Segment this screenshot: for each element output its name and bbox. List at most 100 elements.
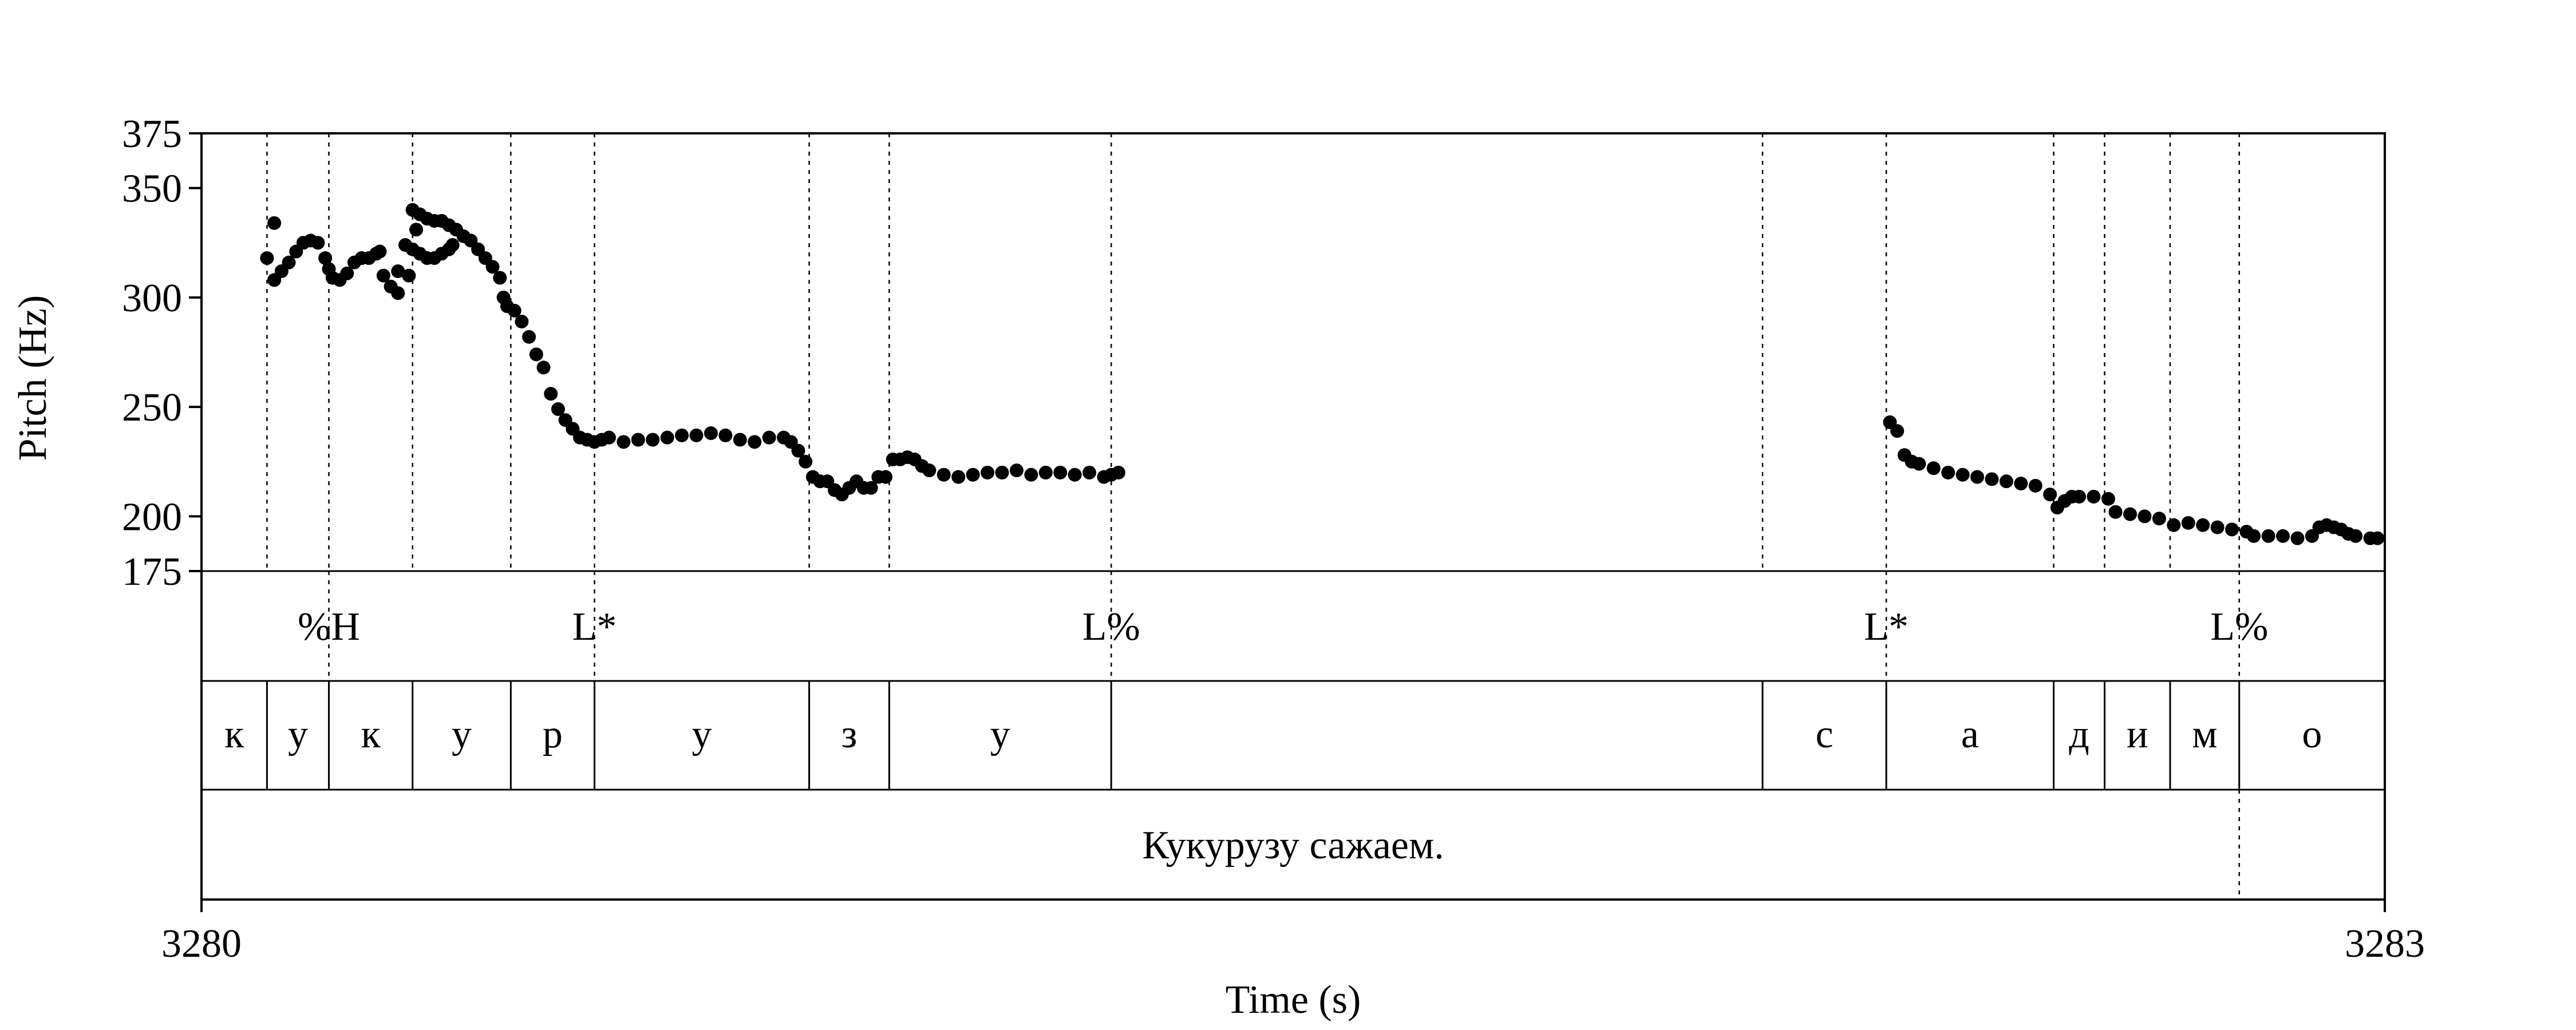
- pitch-point: [2101, 492, 2115, 506]
- pitch-point: [748, 435, 762, 449]
- pitch-point: [1038, 465, 1053, 480]
- pitch-point: [373, 244, 387, 259]
- pitch-point: [1999, 474, 2013, 489]
- pitch-point: [2043, 488, 2057, 502]
- pitch-point: [2276, 529, 2290, 543]
- tone-label: L*: [572, 605, 617, 649]
- pitch-point: [493, 271, 507, 285]
- pitch-point: [507, 303, 521, 318]
- pitch-point: [391, 286, 405, 300]
- pitch-point: [445, 238, 460, 252]
- pitch-point: [2349, 529, 2363, 543]
- pitch-point: [2181, 516, 2195, 530]
- pitch-point: [922, 464, 937, 478]
- pitch-point: [522, 330, 536, 344]
- x-tick-label: 3283: [2345, 922, 2425, 966]
- pitch-point: [2167, 518, 2181, 532]
- pitch-point: [951, 470, 966, 484]
- segment-label: у: [288, 712, 308, 756]
- pitch-point: [551, 402, 565, 416]
- pitch-point: [340, 266, 354, 280]
- pitch-point: [675, 428, 689, 442]
- segment-label: у: [990, 712, 1010, 756]
- y-tick-label: 175: [122, 550, 182, 594]
- pitch-point: [864, 481, 878, 495]
- pitch-point: [1068, 468, 1082, 482]
- segment-label: р: [543, 712, 563, 756]
- pitch-point: [318, 251, 333, 266]
- segment-label: у: [692, 712, 712, 756]
- pitch-point: [1024, 468, 1038, 482]
- pitch-point: [2028, 478, 2042, 493]
- pitch-point: [2210, 520, 2225, 534]
- pitch-point: [791, 443, 805, 458]
- pitch-point: [1985, 472, 1999, 486]
- tone-tier: %H L* L% L* L%: [298, 605, 2268, 649]
- pitch-point: [2261, 529, 2275, 543]
- x-axis: 3280 3283: [161, 900, 2425, 966]
- pitch-point: [718, 428, 733, 442]
- pitch-point: [1926, 461, 1941, 476]
- pitch-point: [536, 360, 551, 375]
- pitch-point: [376, 268, 390, 283]
- y-tick-label: 250: [122, 386, 182, 430]
- pitch-point: [689, 428, 704, 442]
- pitch-point: [2370, 531, 2385, 545]
- segment-label: к: [224, 712, 244, 756]
- segment-label: о: [2302, 712, 2322, 756]
- pitch-point: [1970, 470, 1985, 484]
- pitch-point: [2123, 507, 2138, 521]
- x-axis-title: Time (s): [1226, 978, 1361, 1022]
- boundary-guides: [266, 133, 2240, 900]
- pitch-point: [879, 470, 893, 484]
- tone-label: %H: [298, 605, 360, 649]
- pitch-point: [409, 223, 424, 237]
- y-tick-label: 300: [122, 276, 182, 320]
- pitch-point: [617, 435, 631, 449]
- pitch-point: [260, 251, 274, 266]
- utterance-label: Кукурузу сажаем.: [1142, 823, 1444, 867]
- tone-label: L*: [1864, 605, 1909, 649]
- segment-label: а: [1961, 712, 1979, 756]
- pitch-point: [2072, 489, 2087, 504]
- pitch-point: [2225, 522, 2239, 537]
- pitch-point: [631, 433, 645, 447]
- pitch-point: [2152, 512, 2166, 526]
- y-tick-label: 375: [122, 112, 182, 156]
- pitch-point: [2196, 518, 2210, 532]
- pitch-point: [544, 387, 558, 401]
- pitch-point: [1111, 465, 1125, 480]
- pitch-point: [1890, 424, 1905, 438]
- pitch-point: [704, 426, 718, 441]
- pitch-point: [282, 255, 296, 270]
- segment-label: к: [361, 712, 381, 756]
- pitch-points: [260, 203, 2385, 545]
- pitch-point: [799, 454, 813, 469]
- pitch-point: [311, 236, 325, 250]
- pitch-point: [966, 468, 980, 482]
- tone-label: L%: [1082, 605, 1140, 649]
- pitch-point: [646, 433, 660, 447]
- x-tick-label: 3280: [161, 922, 242, 966]
- pitch-point: [1941, 465, 1955, 480]
- segment-label: м: [2192, 712, 2217, 756]
- pitch-point: [529, 347, 543, 362]
- pitch-point: [2108, 505, 2123, 519]
- pitch-point: [267, 216, 282, 230]
- segment-label: з: [841, 712, 858, 756]
- pitch-point: [1053, 465, 1068, 480]
- pitch-point: [515, 314, 529, 328]
- segment-label: с: [1816, 712, 1834, 756]
- segment-label: д: [2069, 712, 2089, 756]
- pitch-point: [2138, 509, 2152, 524]
- y-axis: 175 200 250 300 350 375: [122, 112, 202, 594]
- pitch-point: [762, 430, 776, 445]
- y-axis-title: Pitch (Hz): [11, 295, 55, 461]
- pitch-point: [2290, 531, 2305, 545]
- pitch-point: [402, 268, 416, 283]
- pitch-point: [485, 260, 500, 274]
- segment-label: у: [452, 712, 472, 756]
- pitch-point: [391, 264, 405, 278]
